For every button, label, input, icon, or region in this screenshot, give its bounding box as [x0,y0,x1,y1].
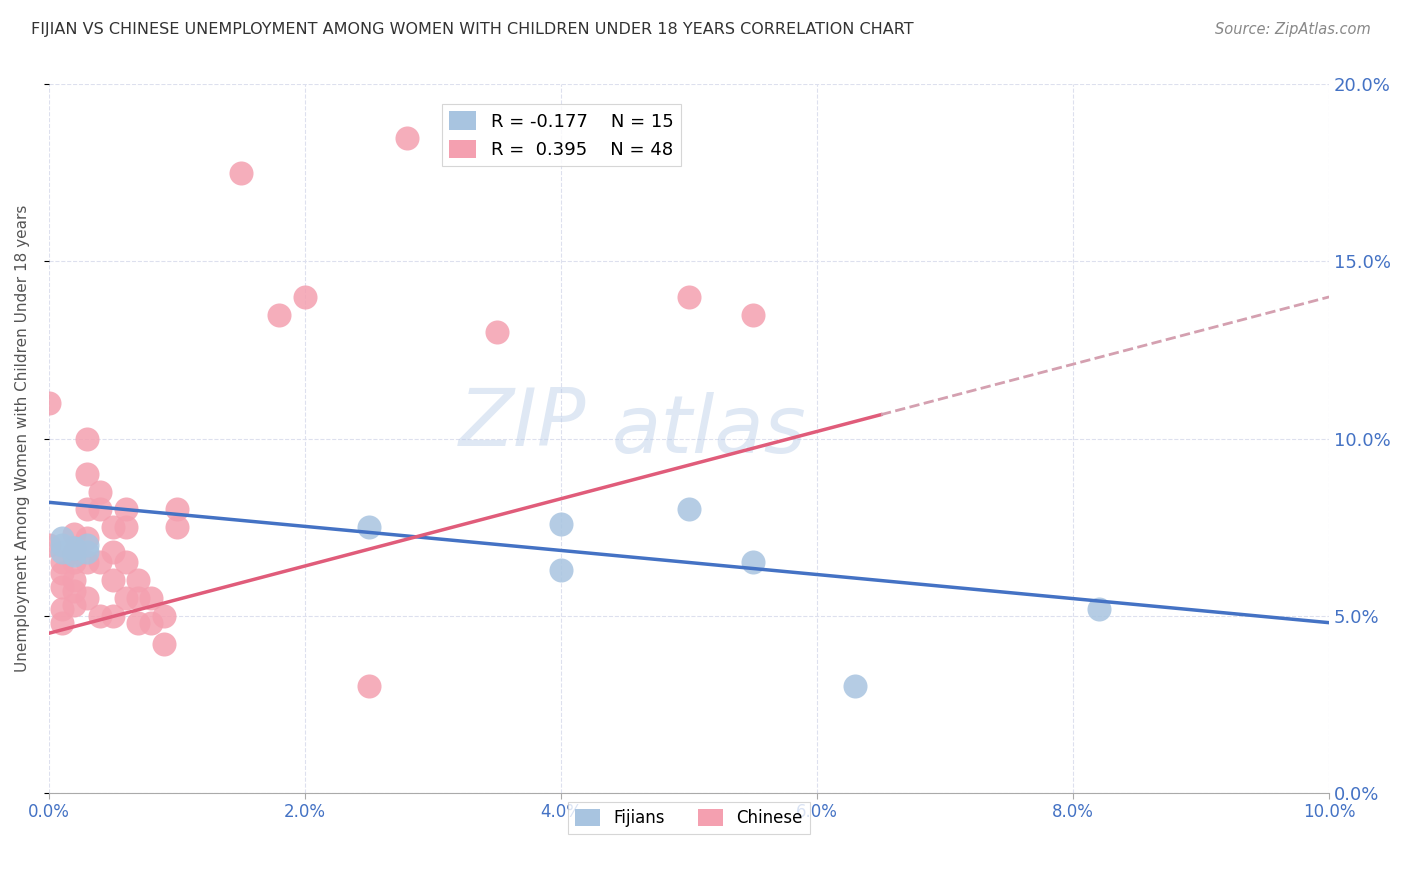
Point [742,556,765,570]
Point [101,608,124,623]
Point [89,484,111,499]
Point [101,545,124,559]
Point [51,556,73,570]
Point [63,556,86,570]
Point [114,520,136,534]
Point [844,680,866,694]
Point [76,538,98,552]
Point [76,467,98,481]
Point [63,549,86,563]
Point [357,680,380,694]
Y-axis label: Unemployment Among Women with Children Under 18 years: Unemployment Among Women with Children U… [15,205,30,673]
Point [141,615,163,630]
Point [153,637,176,651]
Point [485,326,508,340]
Point [550,563,572,577]
Point [51,580,73,594]
Point [89,608,111,623]
Legend: Fijians, Chinese: Fijians, Chinese [568,803,810,834]
Point [166,520,188,534]
Point [101,520,124,534]
Point [229,166,252,180]
Point [51,601,73,615]
Point [114,556,136,570]
Point [76,432,98,446]
Point [38,538,60,552]
Point [76,531,98,545]
Point [63,598,86,612]
Point [742,308,765,322]
Point [51,566,73,580]
Point [76,545,98,559]
Point [153,608,176,623]
Point [76,502,98,516]
Point [63,527,86,541]
Point [294,290,316,304]
Text: FIJIAN VS CHINESE UNEMPLOYMENT AMONG WOMEN WITH CHILDREN UNDER 18 YEARS CORRELAT: FIJIAN VS CHINESE UNEMPLOYMENT AMONG WOM… [31,22,914,37]
Text: Source: ZipAtlas.com: Source: ZipAtlas.com [1215,22,1371,37]
Point [51,538,73,552]
Point [550,516,572,531]
Text: atlas: atlas [612,392,807,470]
Point [114,591,136,605]
Point [63,545,86,559]
Point [38,396,60,410]
Point [396,130,419,145]
Point [51,545,73,559]
Point [269,308,291,322]
Point [76,556,98,570]
Point [1087,601,1109,615]
Point [51,531,73,545]
Point [63,573,86,587]
Point [89,556,111,570]
Point [357,520,380,534]
Point [101,573,124,587]
Point [127,591,149,605]
Point [51,615,73,630]
Point [141,591,163,605]
Point [127,615,149,630]
Point [76,591,98,605]
Point [114,502,136,516]
Point [678,290,700,304]
Point [166,502,188,516]
Point [89,502,111,516]
Point [63,541,86,556]
Point [127,573,149,587]
Text: ZIP: ZIP [460,385,586,463]
Point [63,541,86,556]
Point [63,583,86,598]
Point [678,502,700,516]
